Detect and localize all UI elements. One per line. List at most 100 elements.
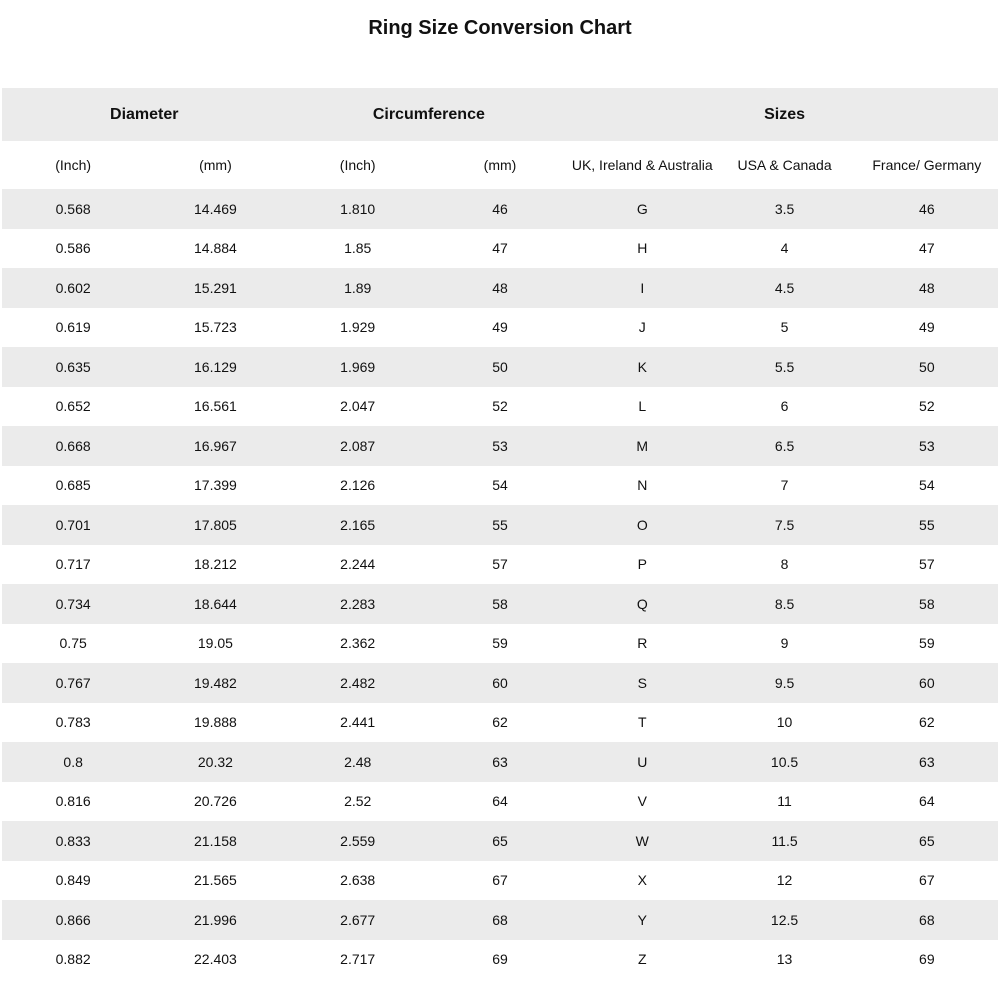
table-cell: 19.482 [144,663,287,703]
table-cell: N [637,477,648,494]
table-row: 0.619 15.723 1.929 49 J 5 49 [2,308,998,348]
table-row: 0.734 18.644 2.283 58 Q 8.5 58 [2,584,998,624]
table-cell: 2.482 [286,663,429,703]
table-cell: 16.561 [194,398,237,415]
table-cell: 0.701 [2,505,145,545]
table-row: 0.767 19.482 2.482 60 S 9.5 60 [2,663,998,703]
table-cell: 12.5 [713,900,856,940]
table-cell: 0.652 [55,398,91,415]
table-cell: 1.929 [340,319,376,336]
table-cell: 12 [776,872,793,889]
table-cell: 54 [919,477,935,494]
table-cell: 63 [428,742,572,782]
table-cell: 57 [492,556,508,573]
table-cell: 19.888 [194,714,237,731]
ring-size-table: Diameter Circumference Sizes (Inch) (mm) (In… [2,88,998,979]
table-cell: 7 [780,477,789,494]
table-cell: 58 [855,584,998,624]
table-cell: 55 [855,505,998,545]
table-cell: 65 [428,821,572,861]
table-cell: 2.559 [286,821,429,861]
table-cell: 20.726 [194,793,237,810]
table-cell: 6.5 [713,426,856,466]
table-cell: 67 [492,872,508,889]
table-cell: 18.212 [194,556,237,573]
table-cell: 2.441 [340,714,376,731]
table-cell: 21.996 [144,900,287,940]
table-cell: 9.5 [713,663,856,703]
table-cell: 16.967 [144,426,287,466]
table-cell: 46 [428,189,572,229]
table-cell: 63 [855,742,998,782]
table-cell: T [637,714,647,731]
table-cell: O [571,505,714,545]
table-cell: 0.849 [55,872,91,889]
table-cell: 67 [919,872,935,889]
table-cell: 10.5 [713,742,856,782]
table-cell: 0.635 [2,347,145,387]
column-header-row: (Inch) (mm) (Inch) (mm) UK, Ireland & Austra… [2,141,998,189]
column-header: (Inch) [2,141,145,189]
table-cell: 5 [780,319,789,336]
column-group-diameter: Diameter [2,88,287,141]
table-cell: S [571,663,714,703]
table-cell: 0.767 [2,663,145,703]
table-cell: 52 [919,398,935,415]
table-cell: V [637,793,647,810]
table-cell: 21.158 [144,821,287,861]
table-cell: 0.717 [55,556,91,573]
table-cell: 69 [492,951,508,968]
table-cell: 7.5 [713,505,856,545]
table-cell: 62 [919,714,935,731]
table-cell: I [571,268,714,308]
table-cell: 50 [428,347,572,387]
column-header: (mm) [428,141,572,189]
table-cell: 0.668 [2,426,145,466]
table-cell: 0.568 [2,189,145,229]
table-cell: J [638,319,646,336]
table-row: 0.568 14.469 1.810 46 G 3.5 46 [2,189,998,229]
column-group-circumference: Circumference [286,88,572,141]
table-cell: 55 [428,505,572,545]
table-cell: 3.5 [713,189,856,229]
table-cell: 60 [855,663,998,703]
table-row: 0.833 21.158 2.559 65 W 11.5 65 [2,821,998,861]
table-cell: 14.884 [194,240,237,257]
table-cell: 69 [919,951,935,968]
table-row: 0.586 14.884 1.85 47 H 4 47 [2,229,998,269]
table-cell: 21.565 [194,872,237,889]
table-cell: G [571,189,714,229]
table-cell: 59 [919,635,935,652]
table-cell: 2.638 [340,872,376,889]
table-cell: 17.805 [144,505,287,545]
table-cell: 50 [855,347,998,387]
table-row: 0.783 19.888 2.441 62 T 10 62 [2,703,998,743]
table-cell: W [571,821,714,861]
table-row: 0.75 19.05 2.362 59 R 9 59 [2,624,998,664]
table-cell: 49 [919,319,935,336]
table-cell: 13 [776,951,793,968]
table-cell: 4 [780,240,789,257]
table-row: 0.668 16.967 2.087 53 M 6.5 53 [2,426,998,466]
table-cell: P [637,556,647,573]
table-cell: 64 [492,793,508,810]
table-cell: 16.129 [144,347,287,387]
table-cell: 1.969 [286,347,429,387]
table-cell: 1.85 [344,240,372,257]
table-cell: 2.52 [344,793,372,810]
table-cell: 17.399 [194,477,237,494]
table-cell: 65 [855,821,998,861]
table-row: 0.685 17.399 2.126 54 N 7 54 [2,466,998,506]
table-row: 0.701 17.805 2.165 55 O 7.5 55 [2,505,998,545]
table-cell: 1.810 [286,189,429,229]
table-cell: 14.469 [144,189,287,229]
table-cell: 5.5 [713,347,856,387]
column-group-header-row: Diameter Circumference Sizes [2,88,998,141]
table-cell: 62 [492,714,508,731]
table-cell: 54 [492,477,508,494]
table-cell: 8 [780,556,789,573]
table-cell: 52 [492,398,508,415]
table-cell: 11 [777,793,792,810]
table-cell: 48 [428,268,572,308]
table-cell: 53 [428,426,572,466]
